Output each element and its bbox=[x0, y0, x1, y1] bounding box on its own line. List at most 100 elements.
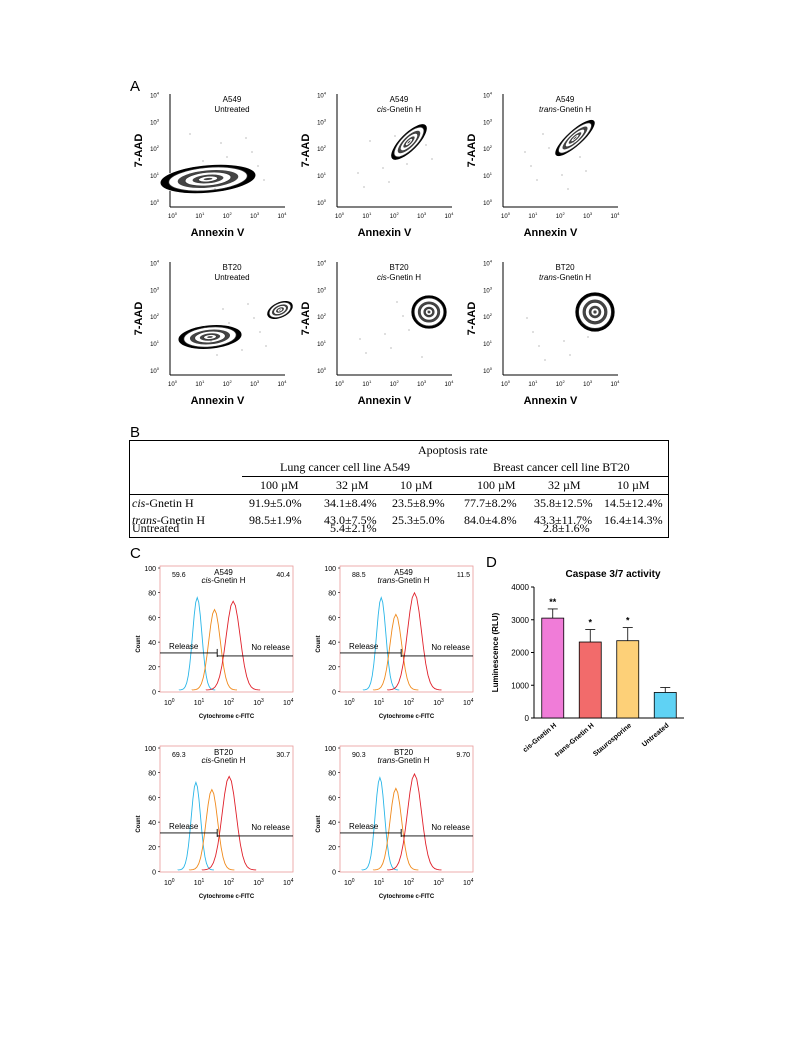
table-conc-6: 10 µM bbox=[617, 478, 650, 492]
y-tick-label: 101 bbox=[483, 339, 493, 348]
tick-base: 10 bbox=[433, 700, 441, 707]
tick-exponent: 2 bbox=[396, 379, 399, 384]
tick-exponent: 4 bbox=[324, 90, 327, 95]
tick-exponent: 4 bbox=[324, 258, 327, 263]
y-tick-label: 102 bbox=[150, 144, 160, 153]
tick-exponent: 3 bbox=[257, 211, 260, 216]
tick-base: 10 bbox=[253, 700, 261, 707]
table-cell: 16.4±14.3% bbox=[604, 513, 663, 527]
table-cell: 23.5±8.9% bbox=[392, 496, 445, 510]
event-dot bbox=[228, 322, 230, 324]
tick-exponent: 4 bbox=[284, 211, 287, 216]
plot-title-italic: cis bbox=[201, 756, 211, 765]
x-tick-label: 102 bbox=[556, 379, 566, 388]
tick-exponent: 1 bbox=[369, 379, 372, 384]
y-tick-label: 80 bbox=[148, 771, 156, 778]
y-tick-label: 80 bbox=[328, 771, 336, 778]
tick-exponent: 0 bbox=[172, 878, 175, 884]
event-dot bbox=[526, 317, 528, 319]
tick-base: 10 bbox=[483, 288, 490, 294]
table-cell: 91.9±5.0% bbox=[249, 496, 302, 510]
tick-base: 10 bbox=[195, 382, 202, 388]
y-tick-label: 1000 bbox=[511, 681, 529, 690]
y-axis-label: Count bbox=[136, 815, 142, 832]
y-axis-label: 7-AAD bbox=[133, 134, 145, 168]
tick-base: 10 bbox=[483, 369, 490, 375]
event-dot bbox=[536, 179, 538, 181]
x-tick-label: 102 bbox=[224, 878, 235, 887]
tick-exponent: 0 bbox=[352, 878, 355, 884]
tick-base: 10 bbox=[417, 214, 424, 220]
tick-exponent: 2 bbox=[157, 144, 160, 149]
x-axis-label: Annexin V bbox=[191, 227, 245, 239]
tick-exponent: 4 bbox=[451, 211, 454, 216]
tick-base: 10 bbox=[317, 288, 324, 294]
y-tick-label: 100 bbox=[324, 746, 336, 753]
y-tick-label: 104 bbox=[317, 90, 327, 99]
event-dot bbox=[382, 167, 384, 169]
table-group-bt20: Breast cancer cell line BT20 bbox=[493, 460, 630, 474]
tick-base: 10 bbox=[417, 382, 424, 388]
tick-exponent: 0 bbox=[324, 198, 327, 203]
x-tick-label: 100 bbox=[164, 698, 175, 707]
y-tick-label: 104 bbox=[150, 90, 160, 99]
event-dot bbox=[257, 165, 259, 167]
event-dot bbox=[247, 303, 249, 305]
y-tick-label: 101 bbox=[317, 171, 327, 180]
tick-exponent: 1 bbox=[369, 211, 372, 216]
table-cell: 43.3±11.7% bbox=[534, 513, 593, 527]
event-dot bbox=[363, 186, 365, 188]
table-row-label: Untreated bbox=[132, 521, 180, 535]
x-tick-label: 103 bbox=[417, 379, 427, 388]
tick-exponent: 1 bbox=[535, 379, 538, 384]
table-cell: 2.8±1.6% bbox=[543, 521, 590, 535]
x-tick-label: 103 bbox=[253, 698, 264, 707]
tick-exponent: 3 bbox=[257, 379, 260, 384]
event-dot bbox=[585, 170, 587, 172]
y-tick-label: 0 bbox=[152, 870, 156, 877]
tick-exponent: 1 bbox=[157, 339, 160, 344]
histogram-curve bbox=[188, 788, 235, 871]
tick-base: 10 bbox=[150, 147, 157, 153]
tick-exponent: 0 bbox=[172, 698, 175, 704]
bar bbox=[541, 617, 565, 719]
x-tick-label: 101 bbox=[528, 379, 538, 388]
y-tick-label: 100 bbox=[150, 366, 160, 375]
contour-cluster bbox=[177, 324, 243, 350]
y-tick-label: 101 bbox=[150, 339, 160, 348]
y-axis-label: 7-AAD bbox=[300, 134, 312, 168]
y-tick-label: 101 bbox=[150, 171, 160, 180]
x-tick-label: 101 bbox=[374, 698, 385, 707]
y-tick-label: 100 bbox=[483, 198, 493, 207]
y-tick-label: 103 bbox=[317, 285, 327, 294]
tick-exponent: 3 bbox=[490, 285, 493, 290]
plot-title-text: -Gnetin H bbox=[557, 105, 591, 114]
right-gate-percent: 11.5 bbox=[457, 572, 470, 579]
histogram-curve bbox=[372, 787, 419, 871]
event-dot bbox=[259, 331, 261, 333]
chart-title: Caspase 3/7 activity bbox=[565, 569, 660, 580]
event-dot bbox=[394, 135, 396, 137]
table-cell: 98.5±1.9% bbox=[249, 513, 302, 527]
event-dot bbox=[220, 142, 222, 144]
histogram-curve bbox=[361, 776, 398, 871]
tick-base: 10 bbox=[611, 382, 618, 388]
tick-exponent: 2 bbox=[324, 144, 327, 149]
event-dot bbox=[390, 347, 392, 349]
event-dot bbox=[569, 354, 571, 356]
no-release-label: No release bbox=[431, 823, 470, 832]
tick-base: 10 bbox=[150, 342, 157, 348]
x-tick-label: 102 bbox=[390, 211, 400, 220]
x-axis-label: Annexin V bbox=[358, 395, 412, 407]
y-tick-label: 60 bbox=[148, 615, 156, 622]
x-tick-label: 104 bbox=[283, 698, 294, 707]
y-tick-label: 60 bbox=[328, 615, 336, 622]
tick-base: 10 bbox=[483, 174, 490, 180]
plot-frame bbox=[159, 745, 294, 873]
contour-cluster bbox=[410, 294, 448, 330]
tick-exponent: 4 bbox=[291, 698, 294, 704]
y-tick-label: 100 bbox=[150, 198, 160, 207]
